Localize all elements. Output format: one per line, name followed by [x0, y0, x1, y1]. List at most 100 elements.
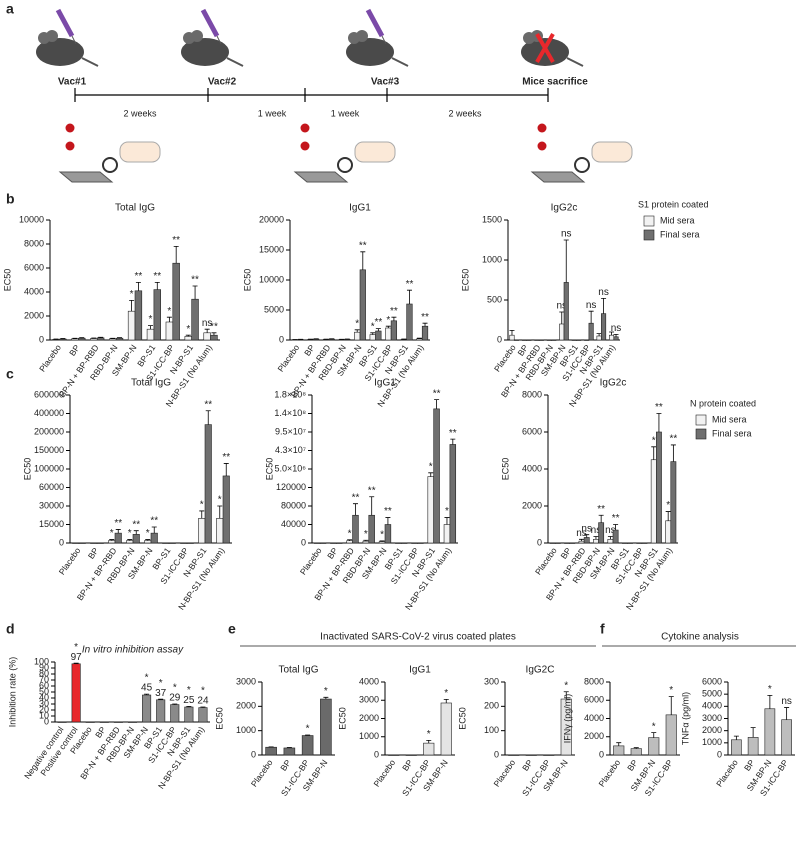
significance-label: *: [110, 528, 114, 539]
x-tick-label: Placebo: [275, 342, 301, 373]
bar: [384, 524, 392, 544]
significance-label: ns: [586, 300, 597, 311]
bar: [210, 334, 218, 341]
bar: [546, 339, 552, 341]
y-tick-label: 90: [39, 662, 49, 672]
legend-swatch: [643, 229, 655, 241]
y-tick-label: 0: [44, 716, 49, 726]
y-tick-label: 4000: [359, 676, 379, 686]
error-bar: [223, 463, 229, 476]
error-bar: [426, 740, 432, 744]
error-bar: [185, 334, 191, 337]
bar: [162, 542, 170, 544]
error-bar: [509, 330, 515, 336]
x-tick-label: BP: [400, 757, 415, 772]
bar: [405, 754, 417, 756]
significance-label: **: [655, 402, 663, 413]
x-tick-label: Placebo: [492, 342, 518, 373]
significance-label: *: [306, 724, 310, 735]
needle: [216, 35, 222, 45]
value-label: 37: [155, 688, 167, 699]
bar: [319, 542, 327, 544]
mouse-tail: [566, 57, 584, 67]
significance-label: **: [433, 388, 441, 399]
x-tick-label: Placebo: [57, 545, 83, 576]
error-bar: [601, 298, 607, 314]
bar: [180, 542, 188, 544]
error-bar: [158, 698, 164, 700]
bar: [665, 520, 672, 544]
bar: [534, 339, 540, 341]
bar: [375, 330, 382, 341]
bar: [665, 714, 677, 756]
error-bar: [145, 539, 151, 541]
plate: [530, 171, 586, 183]
y-tick-label: 0: [279, 334, 284, 344]
chart-title: IgG2C: [526, 665, 555, 676]
error-bar: [584, 534, 590, 538]
bar: [598, 522, 605, 544]
bar: [96, 337, 105, 341]
bar: [352, 514, 359, 544]
significance-label: *: [427, 729, 431, 740]
y-tick-label: 0: [537, 537, 542, 547]
error-bar: [422, 322, 428, 327]
y-tick-label: 2000: [24, 310, 44, 320]
y-tick-label: 80: [39, 668, 49, 678]
interval-label: 1 week: [258, 108, 287, 118]
error-bar: [127, 539, 133, 541]
value-label: 29: [169, 693, 181, 704]
chart-title: Total IgG: [115, 203, 155, 214]
magnifier: [574, 157, 590, 173]
bar: [127, 310, 136, 341]
y-tick-label: 2000: [522, 500, 542, 510]
bar: [336, 542, 343, 544]
mouse-body: [36, 38, 84, 66]
significance-label: *: [173, 683, 177, 694]
error-bar: [369, 496, 375, 516]
bar: [359, 269, 366, 341]
significance-label: *: [669, 685, 673, 696]
bar: [526, 339, 532, 341]
bar: [641, 542, 648, 544]
blood-drop: [65, 141, 75, 151]
y-tick-label: 50: [39, 686, 49, 696]
bar: [400, 339, 407, 341]
bar: [216, 518, 224, 544]
significance-label: **: [150, 516, 158, 527]
bar: [59, 338, 67, 341]
bar: [427, 476, 434, 544]
needle: [381, 35, 387, 45]
bar: [172, 262, 180, 341]
significance-label: *: [218, 495, 222, 506]
bar: [538, 339, 544, 341]
significance-label: **: [406, 279, 414, 290]
significance-label: *: [348, 528, 352, 539]
error-bar: [154, 282, 160, 290]
bar: [612, 529, 619, 544]
bar: [109, 338, 117, 341]
bar: [52, 339, 60, 341]
significance-label: **: [191, 275, 199, 286]
y-tick-label: 2000: [236, 701, 256, 711]
value-label: 25: [183, 695, 195, 706]
significance-label: **: [222, 452, 230, 463]
bar: [443, 524, 451, 544]
y-tick-label: 120000: [276, 482, 306, 492]
y-tick-label: 3000: [702, 713, 722, 723]
bar: [395, 542, 402, 544]
y-tick-label: 0: [301, 537, 306, 547]
significance-label: **: [172, 235, 180, 246]
y-tick-label: 8000: [584, 676, 604, 686]
y-tick-label: 4000: [584, 713, 604, 723]
bar: [71, 338, 79, 341]
error-bar: [670, 444, 676, 462]
significance-label: **: [210, 321, 218, 332]
significance-label: ns: [561, 229, 572, 240]
significance-label: *: [666, 500, 670, 511]
bar: [184, 336, 192, 341]
y-tick-label: 80000: [281, 500, 306, 510]
event-label: Mice sacrifice: [522, 77, 588, 88]
mouse-body: [181, 38, 229, 66]
x-tick-label: BP: [625, 757, 640, 772]
